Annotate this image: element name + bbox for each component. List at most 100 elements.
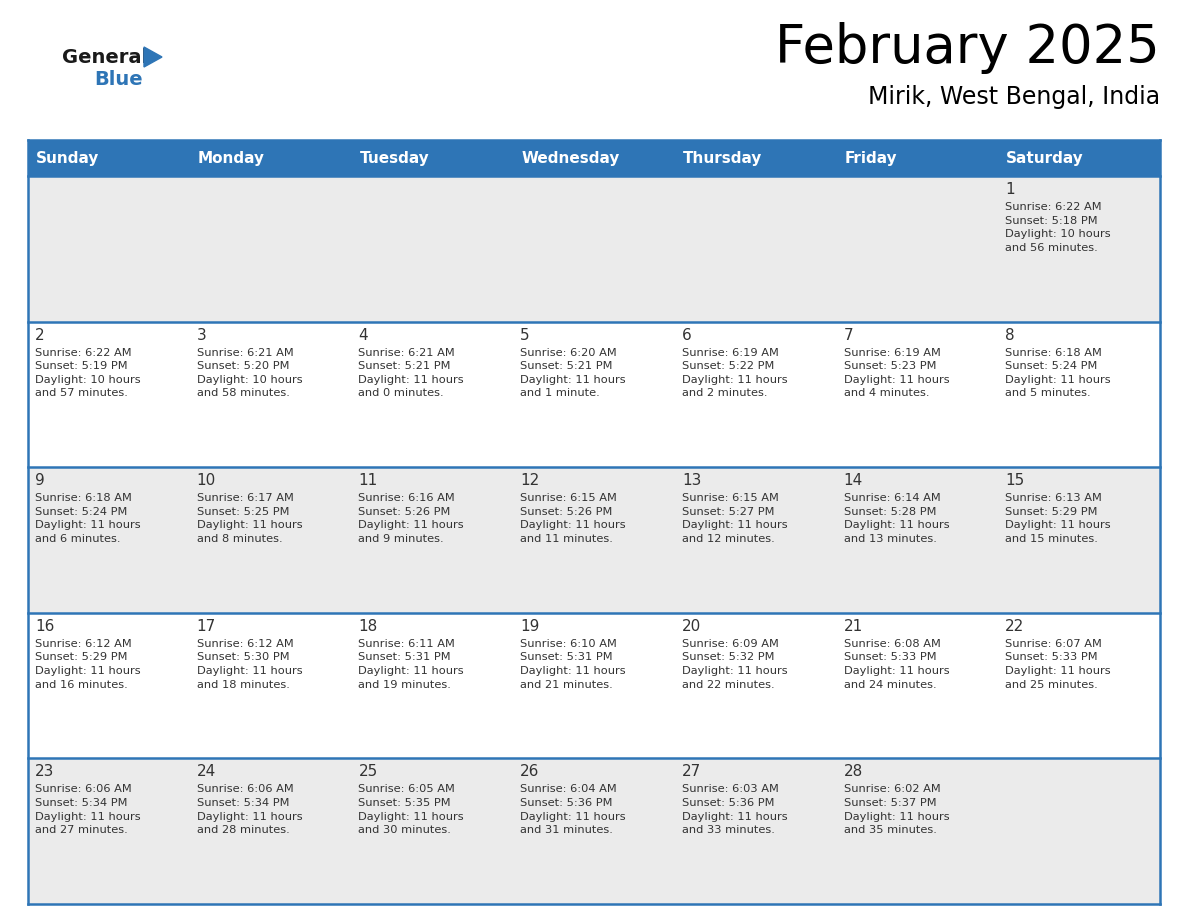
Bar bbox=[675, 176, 836, 321]
Bar bbox=[352, 613, 513, 758]
Text: 3: 3 bbox=[197, 328, 207, 342]
Bar bbox=[352, 140, 513, 176]
Bar bbox=[998, 140, 1159, 176]
Bar bbox=[352, 176, 513, 321]
Text: Sunrise: 6:15 AM
Sunset: 5:27 PM
Daylight: 11 hours
and 12 minutes.: Sunrise: 6:15 AM Sunset: 5:27 PM Dayligh… bbox=[682, 493, 788, 544]
Text: February 2025: February 2025 bbox=[776, 22, 1159, 74]
Text: Sunrise: 6:04 AM
Sunset: 5:36 PM
Daylight: 11 hours
and 31 minutes.: Sunrise: 6:04 AM Sunset: 5:36 PM Dayligh… bbox=[520, 784, 626, 835]
Text: Sunrise: 6:08 AM
Sunset: 5:33 PM
Daylight: 11 hours
and 24 minutes.: Sunrise: 6:08 AM Sunset: 5:33 PM Dayligh… bbox=[843, 639, 949, 689]
Bar bbox=[29, 321, 190, 467]
Text: Tuesday: Tuesday bbox=[360, 151, 429, 165]
Text: Sunrise: 6:11 AM
Sunset: 5:31 PM
Daylight: 11 hours
and 19 minutes.: Sunrise: 6:11 AM Sunset: 5:31 PM Dayligh… bbox=[359, 639, 465, 689]
Text: Sunrise: 6:22 AM
Sunset: 5:18 PM
Daylight: 10 hours
and 56 minutes.: Sunrise: 6:22 AM Sunset: 5:18 PM Dayligh… bbox=[1005, 202, 1111, 252]
Text: 20: 20 bbox=[682, 619, 701, 633]
Bar bbox=[513, 176, 675, 321]
Text: Sunrise: 6:21 AM
Sunset: 5:20 PM
Daylight: 10 hours
and 58 minutes.: Sunrise: 6:21 AM Sunset: 5:20 PM Dayligh… bbox=[197, 348, 302, 398]
Bar bbox=[352, 758, 513, 904]
Bar bbox=[675, 467, 836, 613]
Text: 27: 27 bbox=[682, 765, 701, 779]
Text: Mirik, West Bengal, India: Mirik, West Bengal, India bbox=[868, 85, 1159, 109]
Text: 25: 25 bbox=[359, 765, 378, 779]
Text: Sunrise: 6:03 AM
Sunset: 5:36 PM
Daylight: 11 hours
and 33 minutes.: Sunrise: 6:03 AM Sunset: 5:36 PM Dayligh… bbox=[682, 784, 788, 835]
Text: Friday: Friday bbox=[845, 151, 897, 165]
Bar bbox=[998, 613, 1159, 758]
Bar bbox=[513, 140, 675, 176]
Bar bbox=[29, 467, 190, 613]
Text: Sunrise: 6:21 AM
Sunset: 5:21 PM
Daylight: 11 hours
and 0 minutes.: Sunrise: 6:21 AM Sunset: 5:21 PM Dayligh… bbox=[359, 348, 465, 398]
Text: Sunrise: 6:06 AM
Sunset: 5:34 PM
Daylight: 11 hours
and 28 minutes.: Sunrise: 6:06 AM Sunset: 5:34 PM Dayligh… bbox=[197, 784, 302, 835]
Bar bbox=[190, 613, 352, 758]
Bar bbox=[836, 176, 998, 321]
Bar bbox=[29, 140, 190, 176]
Text: 10: 10 bbox=[197, 473, 216, 488]
Text: 1: 1 bbox=[1005, 182, 1015, 197]
Bar bbox=[675, 613, 836, 758]
Text: 24: 24 bbox=[197, 765, 216, 779]
Text: Sunrise: 6:14 AM
Sunset: 5:28 PM
Daylight: 11 hours
and 13 minutes.: Sunrise: 6:14 AM Sunset: 5:28 PM Dayligh… bbox=[843, 493, 949, 544]
Text: 19: 19 bbox=[520, 619, 539, 633]
Text: 28: 28 bbox=[843, 765, 862, 779]
Bar bbox=[998, 758, 1159, 904]
Text: Monday: Monday bbox=[197, 151, 265, 165]
Bar bbox=[190, 321, 352, 467]
Text: Sunrise: 6:07 AM
Sunset: 5:33 PM
Daylight: 11 hours
and 25 minutes.: Sunrise: 6:07 AM Sunset: 5:33 PM Dayligh… bbox=[1005, 639, 1111, 689]
Text: 7: 7 bbox=[843, 328, 853, 342]
Bar bbox=[513, 467, 675, 613]
Text: Sunrise: 6:06 AM
Sunset: 5:34 PM
Daylight: 11 hours
and 27 minutes.: Sunrise: 6:06 AM Sunset: 5:34 PM Dayligh… bbox=[34, 784, 140, 835]
Bar bbox=[513, 758, 675, 904]
Text: 18: 18 bbox=[359, 619, 378, 633]
Bar bbox=[352, 467, 513, 613]
Text: 26: 26 bbox=[520, 765, 539, 779]
Bar bbox=[836, 321, 998, 467]
Bar bbox=[29, 176, 190, 321]
Text: 5: 5 bbox=[520, 328, 530, 342]
Text: Sunrise: 6:19 AM
Sunset: 5:22 PM
Daylight: 11 hours
and 2 minutes.: Sunrise: 6:19 AM Sunset: 5:22 PM Dayligh… bbox=[682, 348, 788, 398]
Text: General: General bbox=[62, 48, 148, 67]
Text: Sunrise: 6:18 AM
Sunset: 5:24 PM
Daylight: 11 hours
and 5 minutes.: Sunrise: 6:18 AM Sunset: 5:24 PM Dayligh… bbox=[1005, 348, 1111, 398]
Text: Sunrise: 6:16 AM
Sunset: 5:26 PM
Daylight: 11 hours
and 9 minutes.: Sunrise: 6:16 AM Sunset: 5:26 PM Dayligh… bbox=[359, 493, 465, 544]
Polygon shape bbox=[144, 47, 162, 67]
Text: 6: 6 bbox=[682, 328, 691, 342]
Bar bbox=[675, 758, 836, 904]
Bar bbox=[998, 467, 1159, 613]
Text: 21: 21 bbox=[843, 619, 862, 633]
Text: 23: 23 bbox=[34, 765, 55, 779]
Text: 15: 15 bbox=[1005, 473, 1024, 488]
Text: Sunrise: 6:02 AM
Sunset: 5:37 PM
Daylight: 11 hours
and 35 minutes.: Sunrise: 6:02 AM Sunset: 5:37 PM Dayligh… bbox=[843, 784, 949, 835]
Text: 8: 8 bbox=[1005, 328, 1015, 342]
Text: 22: 22 bbox=[1005, 619, 1024, 633]
Bar bbox=[29, 613, 190, 758]
Bar bbox=[675, 321, 836, 467]
Text: 16: 16 bbox=[34, 619, 55, 633]
Text: 4: 4 bbox=[359, 328, 368, 342]
Text: Sunrise: 6:10 AM
Sunset: 5:31 PM
Daylight: 11 hours
and 21 minutes.: Sunrise: 6:10 AM Sunset: 5:31 PM Dayligh… bbox=[520, 639, 626, 689]
Text: Thursday: Thursday bbox=[683, 151, 763, 165]
Bar bbox=[675, 140, 836, 176]
Bar bbox=[190, 140, 352, 176]
Bar bbox=[836, 140, 998, 176]
Text: 17: 17 bbox=[197, 619, 216, 633]
Text: 14: 14 bbox=[843, 473, 862, 488]
Text: Sunrise: 6:19 AM
Sunset: 5:23 PM
Daylight: 11 hours
and 4 minutes.: Sunrise: 6:19 AM Sunset: 5:23 PM Dayligh… bbox=[843, 348, 949, 398]
Bar bbox=[190, 467, 352, 613]
Bar bbox=[352, 321, 513, 467]
Bar bbox=[998, 176, 1159, 321]
Text: Blue: Blue bbox=[94, 70, 143, 89]
Text: 12: 12 bbox=[520, 473, 539, 488]
Bar bbox=[190, 758, 352, 904]
Bar bbox=[513, 321, 675, 467]
Text: 2: 2 bbox=[34, 328, 45, 342]
Bar bbox=[513, 613, 675, 758]
Bar bbox=[190, 176, 352, 321]
Text: Wednesday: Wednesday bbox=[522, 151, 619, 165]
Text: Sunrise: 6:13 AM
Sunset: 5:29 PM
Daylight: 11 hours
and 15 minutes.: Sunrise: 6:13 AM Sunset: 5:29 PM Dayligh… bbox=[1005, 493, 1111, 544]
Text: Sunrise: 6:18 AM
Sunset: 5:24 PM
Daylight: 11 hours
and 6 minutes.: Sunrise: 6:18 AM Sunset: 5:24 PM Dayligh… bbox=[34, 493, 140, 544]
Bar bbox=[836, 758, 998, 904]
Text: Sunday: Sunday bbox=[36, 151, 100, 165]
Text: 11: 11 bbox=[359, 473, 378, 488]
Bar bbox=[29, 758, 190, 904]
Text: Sunrise: 6:22 AM
Sunset: 5:19 PM
Daylight: 10 hours
and 57 minutes.: Sunrise: 6:22 AM Sunset: 5:19 PM Dayligh… bbox=[34, 348, 140, 398]
Bar bbox=[836, 613, 998, 758]
Text: 13: 13 bbox=[682, 473, 701, 488]
Text: 9: 9 bbox=[34, 473, 45, 488]
